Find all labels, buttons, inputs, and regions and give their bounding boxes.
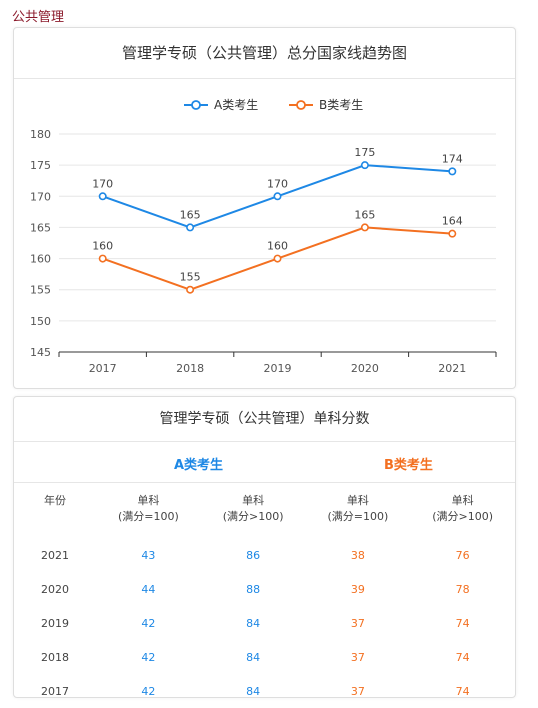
x-tick-label: 2017 — [89, 362, 117, 375]
a-score-over100-cell: 84 — [246, 684, 261, 698]
line-chart: A类考生 B类考生 145 150 155 160 165 170 175 180 2017 201… — [30, 98, 497, 375]
chart-title: 管理学专硕（公共管理）总分国家线趋势图 — [14, 28, 515, 79]
year-cell: 2021 — [41, 548, 69, 562]
b-score-over100-cell: 78 — [455, 582, 470, 596]
chart-grid — [59, 133, 496, 322]
y-tick-label: 180 — [30, 128, 51, 141]
data-label: 175 — [354, 146, 375, 159]
legend-label: B类考生 — [319, 98, 363, 112]
chart-series: 170 165 170 175 174 160 155 160 165 164 — [92, 146, 463, 294]
legend-marker — [191, 100, 201, 110]
year-cell: 2019 — [41, 616, 69, 630]
table-row: 2021 43 86 38 76 — [14, 538, 515, 572]
a-score-over100-cell: 84 — [246, 650, 261, 664]
table-row: 2019 42 84 37 74 — [14, 606, 515, 640]
data-point — [186, 285, 195, 294]
header-line: 单科 — [346, 494, 369, 507]
group-header-row: A类考生 B类考生 — [14, 442, 515, 483]
b-score-over100-cell: 74 — [455, 650, 470, 664]
data-label: 155 — [180, 271, 201, 284]
a-score-over100-cell: 88 — [246, 582, 261, 596]
data-label: 160 — [267, 240, 288, 253]
header-line: (满分>100) — [222, 510, 284, 523]
x-tick-label: 2018 — [176, 362, 204, 375]
data-point — [273, 192, 282, 201]
data-label: 165 — [354, 208, 375, 221]
y-tick-label: 165 — [30, 221, 51, 234]
year-cell: 2018 — [41, 650, 69, 664]
table-title: 管理学专硕（公共管理）单科分数 — [14, 397, 515, 442]
y-tick-label: 160 — [30, 253, 51, 266]
a-score-100-cell: 42 — [141, 616, 156, 630]
a-score-100-cell: 43 — [141, 548, 156, 562]
data-label: 165 — [180, 208, 201, 221]
b-score-over100-cell: 76 — [455, 548, 470, 562]
year-cell: 2017 — [41, 684, 69, 698]
header-line: 单科 — [451, 494, 474, 507]
data-point — [98, 254, 107, 263]
header-line: (满分=100) — [327, 510, 389, 523]
data-label: 164 — [442, 215, 463, 228]
data-point — [448, 167, 457, 176]
data-label: 170 — [92, 177, 113, 190]
header-a-single-over100: 单科 (满分>100) — [201, 487, 306, 538]
table-row: 2017 42 84 37 74 — [14, 674, 515, 708]
b-score-over100-cell: 74 — [455, 616, 470, 630]
x-tick-label: 2020 — [351, 362, 379, 375]
b-score-over100-cell: 74 — [455, 684, 470, 698]
data-point — [360, 223, 369, 232]
year-cell: 2020 — [41, 582, 69, 596]
data-point — [273, 254, 282, 263]
data-point — [448, 229, 457, 238]
legend-marker — [296, 100, 306, 110]
b-score-100-cell: 39 — [350, 582, 365, 596]
score-table: 年份 单科 (满分=100) 单科 (满分>100) 单科 (满分=100) 单… — [14, 487, 515, 708]
x-tick-label: 2019 — [264, 362, 292, 375]
y-tick-label: 175 — [30, 159, 51, 172]
page-label: 公共管理 — [12, 10, 65, 25]
a-score-over100-cell: 86 — [246, 548, 261, 562]
table-row: 2020 44 88 39 78 — [14, 572, 515, 606]
a-score-100-cell: 44 — [141, 582, 156, 596]
header-year: 年份 — [44, 494, 66, 507]
b-score-100-cell: 37 — [350, 650, 365, 664]
trend-chart-card: 管理学专硕（公共管理）总分国家线趋势图 A类考生 B类考生 145 150 155 16… — [13, 27, 516, 389]
chart-legend: A类考生 B类考生 — [184, 98, 363, 112]
header-line: (满分=100) — [117, 510, 179, 523]
data-point — [186, 223, 195, 232]
a-score-100-cell: 42 — [141, 650, 156, 664]
a-score-100-cell: 42 — [141, 684, 156, 698]
a-score-over100-cell: 84 — [246, 616, 261, 630]
header-b-single-over100: 单科 (满分>100) — [410, 487, 515, 538]
data-label: 170 — [267, 177, 288, 190]
data-label: 174 — [442, 152, 463, 165]
group-b-label: B类考生 — [384, 458, 433, 473]
b-score-100-cell: 38 — [350, 548, 365, 562]
data-point — [360, 161, 369, 170]
header-b-single-100: 单科 (满分=100) — [306, 487, 411, 538]
header-line: 单科 — [137, 494, 160, 507]
data-point — [98, 192, 107, 201]
y-tick-label: 155 — [30, 284, 51, 297]
y-tick-label: 145 — [30, 346, 51, 359]
b-score-100-cell: 37 — [350, 616, 365, 630]
data-label: 160 — [92, 240, 113, 253]
legend-label: A类考生 — [214, 98, 258, 112]
table-header-row: 年份 单科 (满分=100) 单科 (满分>100) 单科 (满分=100) 单… — [14, 487, 515, 538]
header-a-single-100: 单科 (满分=100) — [96, 487, 201, 538]
y-tick-label: 170 — [30, 190, 51, 203]
chart-axes: 145 150 155 160 165 170 175 180 2017 2018 2019 2020… — [30, 128, 497, 375]
header-line: 单科 — [242, 494, 265, 507]
score-table-card: 管理学专硕（公共管理）单科分数 A类考生 B类考生 年份 单科 (满分=100)… — [13, 396, 516, 698]
header-line: (满分>100) — [432, 510, 494, 523]
b-score-100-cell: 37 — [350, 684, 365, 698]
x-tick-label: 2021 — [438, 362, 466, 375]
table-row: 2018 42 84 37 74 — [14, 640, 515, 674]
group-a-label: A类考生 — [174, 458, 224, 473]
y-tick-label: 150 — [30, 315, 51, 328]
